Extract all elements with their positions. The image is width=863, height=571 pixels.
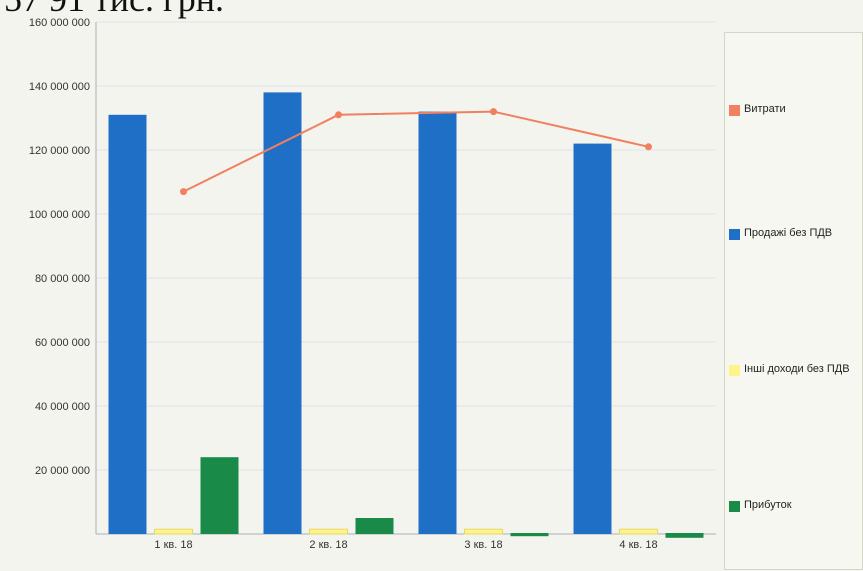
legend-label-expenses: Витрати [744,103,786,115]
bar-sales [108,114,147,535]
bar-profit [200,457,239,534]
legend-label-profit: Прибуток [744,499,792,511]
legend-item-profit: Прибуток [729,499,859,512]
legend-label-sales: Продажі без ПДВ [744,227,833,239]
x-tick-label: 3 кв. 18 [464,539,502,551]
legend-swatch-sales [729,229,740,240]
legend-item-other-income: Інші доходи без ПДВ [729,363,859,376]
legend-item-expenses: Витрати [729,103,859,116]
y-tick-label: 20 000 000 [35,465,90,477]
legend: Витрати Продажі без ПДВ Інші доходи без … [724,32,863,570]
x-tick-label: 1 кв. 18 [154,539,192,551]
page-caption: 57 91 тис. грн. [4,0,224,20]
y-axis-ticks: 160 000 000 140 000 000 120 000 000 100 000… [29,17,90,477]
legend-swatch-profit [729,501,740,512]
expenses-point [180,188,187,196]
expenses-line-layer [180,108,652,196]
x-axis-ticks: 1 кв. 18 2 кв. 18 3 кв. 18 4 кв. 18 [154,539,657,551]
legend-swatch-expenses [729,105,740,116]
expenses-line [183,110,649,193]
bars [108,92,704,538]
bar-other-income [309,528,348,535]
y-tick-label: 40 000 000 [35,401,90,413]
bar-profit [665,533,704,538]
expenses-point [335,111,342,119]
y-tick-label: 120 000 000 [29,145,90,157]
legend-label-other-income: Інші доходи без ПДВ [744,363,850,375]
grid-lines [95,21,716,535]
bar-other-income [154,528,193,535]
y-tick-label: 140 000 000 [29,81,90,93]
y-tick-label: 100 000 000 [29,209,90,221]
chart: 160 000 000 140 000 000 120 000 000 100 000… [29,17,716,551]
legend-swatch-other-income [729,365,740,376]
expenses-point [645,143,652,151]
x-tick-label: 2 кв. 18 [309,539,347,551]
bar-other-income [619,528,658,535]
bar-sales [418,111,457,534]
expenses-point [490,108,497,116]
bar-profit [355,518,394,534]
legend-item-sales: Продажі без ПДВ [729,227,859,240]
bar-sales [263,92,302,535]
bar-profit [510,533,549,537]
y-tick-label: 60 000 000 [35,337,90,349]
y-tick-label: 80 000 000 [35,273,90,285]
x-tick-label: 4 кв. 18 [619,539,657,551]
bar-sales [573,143,612,534]
y-tick-label: 160 000 000 [29,17,90,29]
bar-other-income [464,528,503,535]
